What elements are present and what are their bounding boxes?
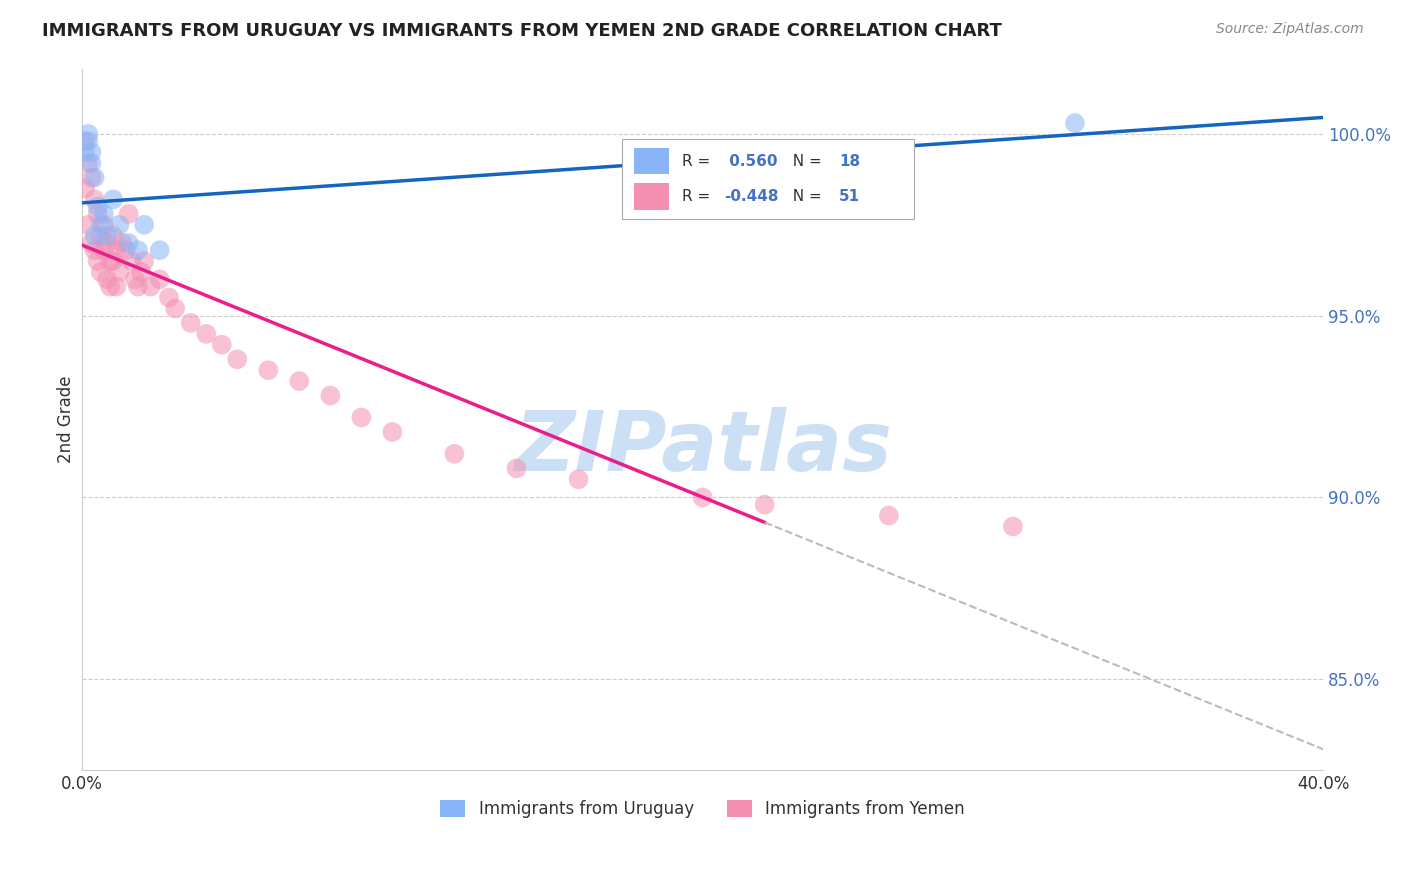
Text: 18: 18 xyxy=(839,153,860,169)
Point xyxy=(350,410,373,425)
Point xyxy=(93,244,115,258)
Point xyxy=(257,363,280,377)
FancyBboxPatch shape xyxy=(634,148,669,175)
Point xyxy=(86,254,108,268)
Point xyxy=(692,491,714,505)
Point xyxy=(80,235,103,250)
Point xyxy=(77,156,100,170)
Point xyxy=(157,291,180,305)
Point xyxy=(101,228,124,243)
Point xyxy=(319,389,342,403)
Point xyxy=(288,374,311,388)
Point xyxy=(98,279,121,293)
Point xyxy=(93,207,115,221)
FancyBboxPatch shape xyxy=(621,138,914,219)
Point xyxy=(754,498,776,512)
Point xyxy=(96,228,118,243)
Y-axis label: 2nd Grade: 2nd Grade xyxy=(58,376,75,463)
Point xyxy=(77,134,100,148)
Point xyxy=(195,326,218,341)
Point xyxy=(90,228,112,243)
Point xyxy=(149,244,172,258)
Point xyxy=(139,279,162,293)
Point xyxy=(211,337,233,351)
Point xyxy=(134,218,156,232)
Point xyxy=(101,193,124,207)
Text: 0.560: 0.560 xyxy=(724,153,778,169)
Point xyxy=(77,127,100,141)
Point xyxy=(98,254,121,268)
Legend: Immigrants from Uruguay, Immigrants from Yemen: Immigrants from Uruguay, Immigrants from… xyxy=(433,793,972,825)
Point xyxy=(121,254,143,268)
Point xyxy=(381,425,404,439)
Point xyxy=(124,272,146,286)
Point xyxy=(567,472,589,486)
Point xyxy=(443,447,465,461)
Point xyxy=(877,508,900,523)
Point xyxy=(83,228,105,243)
Point xyxy=(80,170,103,185)
Point xyxy=(108,265,131,279)
Point xyxy=(127,244,149,258)
Point xyxy=(90,218,112,232)
Point xyxy=(86,207,108,221)
Point xyxy=(505,461,527,475)
Point xyxy=(75,145,97,160)
Point xyxy=(86,200,108,214)
FancyBboxPatch shape xyxy=(634,183,669,210)
Point xyxy=(111,235,134,250)
Point xyxy=(77,218,100,232)
Point xyxy=(93,218,115,232)
Point xyxy=(80,145,103,160)
Point xyxy=(226,352,249,367)
Point xyxy=(108,218,131,232)
Point xyxy=(114,244,136,258)
Point xyxy=(105,244,128,258)
Point xyxy=(90,265,112,279)
Point xyxy=(165,301,187,316)
Point xyxy=(149,272,172,286)
Text: ZIPatlas: ZIPatlas xyxy=(513,407,891,488)
Text: R =: R = xyxy=(682,189,714,203)
Point xyxy=(96,235,118,250)
Text: N =: N = xyxy=(783,189,827,203)
Point xyxy=(1001,519,1024,533)
Text: Source: ZipAtlas.com: Source: ZipAtlas.com xyxy=(1216,22,1364,37)
Point xyxy=(180,316,202,330)
Point xyxy=(118,207,141,221)
Point xyxy=(105,279,128,293)
Point xyxy=(83,170,105,185)
Point xyxy=(101,254,124,268)
Point xyxy=(80,156,103,170)
Point xyxy=(134,254,156,268)
Point xyxy=(129,265,152,279)
Point xyxy=(1064,116,1087,130)
Point xyxy=(96,272,118,286)
Text: -0.448: -0.448 xyxy=(724,189,779,203)
Point xyxy=(83,244,105,258)
Text: N =: N = xyxy=(783,153,827,169)
Text: IMMIGRANTS FROM URUGUAY VS IMMIGRANTS FROM YEMEN 2ND GRADE CORRELATION CHART: IMMIGRANTS FROM URUGUAY VS IMMIGRANTS FR… xyxy=(42,22,1002,40)
Point xyxy=(83,193,105,207)
Text: R =: R = xyxy=(682,153,714,169)
Point xyxy=(75,181,97,195)
Point xyxy=(127,279,149,293)
Point xyxy=(118,235,141,250)
Text: 51: 51 xyxy=(839,189,860,203)
Point xyxy=(75,134,97,148)
